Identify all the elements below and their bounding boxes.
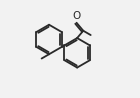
- Text: O: O: [72, 11, 81, 21]
